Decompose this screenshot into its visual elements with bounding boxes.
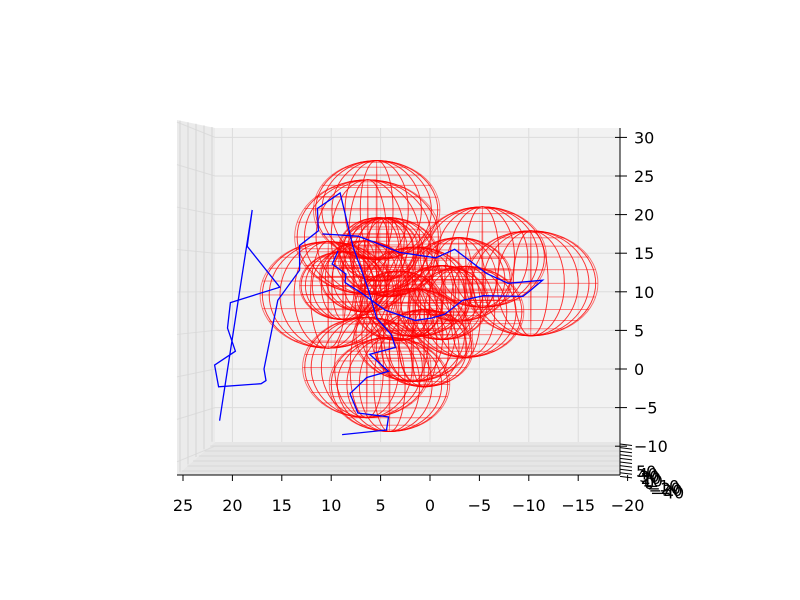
z-tick-label: 10: [634, 283, 654, 302]
x-tick-label: 10: [321, 496, 341, 515]
y-tick: [619, 443, 633, 446]
x-tick-label: 0: [425, 496, 435, 515]
x-tick-label: 20: [222, 496, 242, 515]
axis-panes: [177, 120, 620, 475]
z-tick-label: 15: [634, 244, 654, 263]
y-tick: [619, 475, 633, 479]
x-tick-label: 5: [376, 496, 386, 515]
y-tick: [619, 447, 633, 450]
sphere-wireframe: [328, 336, 451, 432]
y-tick: [619, 457, 633, 461]
plot-area: [213, 160, 599, 436]
y-tick-label: −20: [647, 479, 681, 498]
y-tick: [619, 468, 633, 472]
z-tick-label: −5: [634, 399, 658, 418]
trajectory-line: [322, 233, 545, 322]
y-tick-label: −40: [650, 484, 684, 503]
z-tick-label: 30: [634, 128, 654, 147]
z-axis: 30 25 20 15 10 5 0 −5 −10: [615, 128, 668, 456]
x-tick-label: −10: [512, 496, 546, 515]
x-tick-label: −15: [561, 496, 595, 515]
sphere-wireframe: [312, 160, 441, 260]
z-tick-label: 5: [634, 321, 644, 340]
y-tick-label: 20: [641, 469, 661, 488]
x-axis: 25 20 15 10 5 0 −5 −10 −15 −20: [173, 474, 645, 515]
z-tick-label: 0: [634, 360, 644, 379]
y-tick-label: 10: [642, 472, 662, 491]
sphere-wireframe: [337, 217, 420, 282]
y-tick-label: −30: [649, 481, 683, 500]
trajectory-line: [213, 191, 397, 436]
y-tick-label: 0: [644, 474, 654, 493]
floor-pane: [177, 442, 620, 475]
sphere-wireframe: [393, 265, 490, 341]
y-tick: [619, 465, 633, 468]
y-tick-label: 40: [638, 464, 658, 483]
sphere-wireframe: [302, 316, 432, 419]
floor-depth-lines: [181, 445, 620, 472]
y-tick-label: 50: [636, 462, 656, 481]
y-tick: [619, 472, 633, 475]
z-tick-label: 25: [634, 167, 654, 186]
y-tick: [619, 461, 633, 464]
z-tick-label: 20: [634, 206, 654, 225]
sphere-wireframe: [299, 251, 387, 321]
y-tick-label: −10: [646, 476, 680, 495]
x-tick-label: 25: [173, 496, 193, 515]
sphere-wireframe: [404, 237, 513, 322]
y-tick: [619, 450, 633, 454]
y-tick: [619, 454, 633, 457]
x-tick-label: −5: [468, 496, 492, 515]
x-tick-label: 15: [272, 496, 292, 515]
y-tick-label: 30: [639, 467, 659, 486]
z-tick-label: −10: [634, 437, 668, 456]
x-tick-label: −20: [611, 496, 645, 515]
